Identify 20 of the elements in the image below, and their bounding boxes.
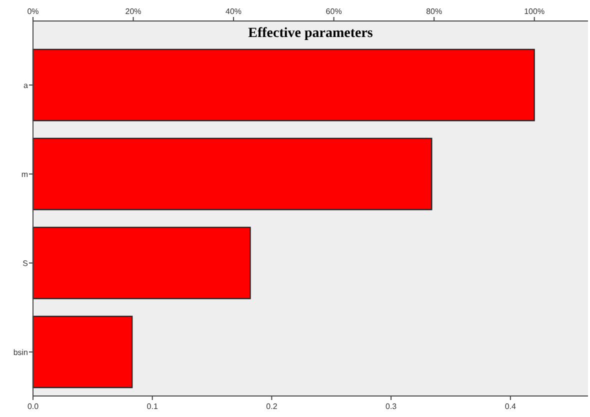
y-tick-label: a — [24, 81, 29, 90]
x2-tick-label: 0% — [27, 7, 39, 16]
x2-tick-label: 40% — [226, 7, 242, 16]
bar — [32, 226, 251, 300]
x-tick-label: 0.3 — [386, 402, 398, 411]
bar — [32, 48, 535, 122]
chart-title: Effective parameters — [248, 26, 374, 41]
x-tick-label: 0.1 — [146, 402, 158, 411]
x-tick-label: 0.4 — [504, 402, 517, 411]
y-tick-label: bsin — [13, 348, 28, 357]
y-tick-label: m — [21, 170, 28, 180]
x-tick-label: 0.2 — [266, 402, 278, 411]
x2-tick-label: 80% — [426, 7, 442, 16]
y-tick-label: S — [22, 258, 28, 268]
x2-tick-label: 20% — [125, 7, 142, 16]
x-tick-label: 0.0 — [27, 402, 40, 411]
bar — [32, 316, 133, 388]
x2-tick-label: 60% — [326, 7, 342, 16]
bar — [32, 138, 432, 210]
x2-tick-label: 100% — [524, 7, 545, 16]
